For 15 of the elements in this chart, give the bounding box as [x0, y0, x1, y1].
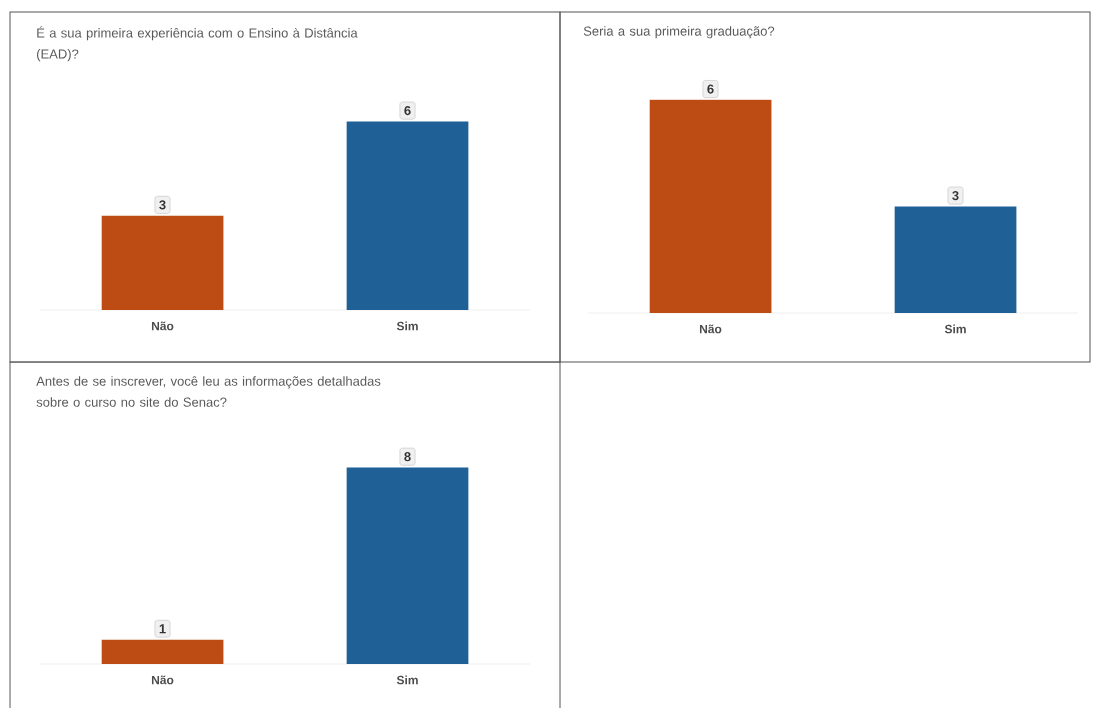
x-tick-label: Não — [699, 324, 722, 334]
chart-title: Seria a sua primeira graduação? — [583, 26, 775, 39]
x-tick-label: Sim — [944, 324, 966, 334]
data-label: 1 — [159, 624, 166, 634]
x-tick-label: Sim — [396, 675, 418, 685]
chart-title: É a sua primeira experiência com o Ensino à Distância (EAD)? — [37, 26, 358, 62]
data-label: 8 — [404, 452, 411, 462]
data-label: 6 — [707, 84, 714, 94]
data-label: 6 — [404, 105, 411, 116]
chart-title: Antes de se inscrever, você leu as informações detalhadas sobre o curso no site do Senac? — [36, 376, 381, 407]
x-tick-label: Sim — [396, 321, 418, 331]
data-label: 3 — [952, 190, 959, 201]
x-tick-label: Não — [151, 675, 174, 685]
data-label: 3 — [159, 200, 166, 210]
x-tick-label: Não — [151, 321, 174, 331]
